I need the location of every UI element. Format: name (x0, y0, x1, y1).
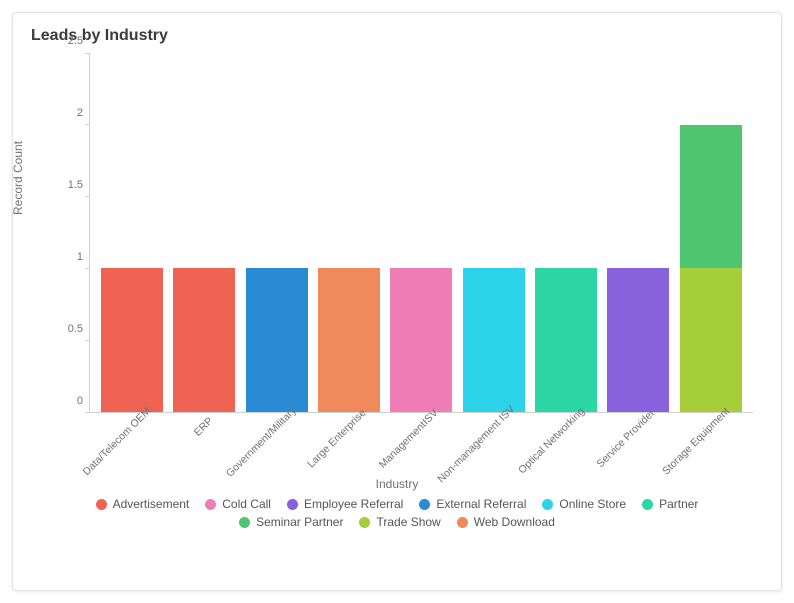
bar-segment[interactable] (463, 268, 525, 412)
legend-swatch-icon (457, 517, 468, 528)
y-tick-label: 1 (77, 251, 83, 263)
y-tick-mark (85, 196, 90, 197)
legend-label: Employee Referral (304, 497, 403, 511)
bar-segment[interactable] (173, 268, 235, 412)
bar-slot (602, 53, 674, 412)
legend-label: Advertisement (113, 497, 190, 511)
bar-segment[interactable] (680, 125, 742, 269)
x-tick: Optical Networking (530, 412, 602, 476)
legend-label: Online Store (559, 497, 626, 511)
legend-item[interactable]: Partner (642, 497, 698, 511)
x-tick: Government/Military (241, 412, 313, 476)
x-tick-label: Data/Telecom OEM (81, 405, 154, 478)
legend-swatch-icon (419, 499, 430, 510)
plot-region: Data/Telecom OEMERPGovernment/MilitaryLa… (89, 53, 753, 413)
legend-label: Trade Show (376, 515, 440, 529)
x-ticks: Data/Telecom OEM ERP Government/MilitaryLa… (90, 412, 753, 476)
x-tick: Data/Telecom OEM (96, 412, 168, 476)
legend-item[interactable]: Trade Show (359, 515, 440, 529)
legend-item[interactable]: Employee Referral (287, 497, 403, 511)
bars-container (90, 53, 753, 412)
bar-segment[interactable] (390, 268, 452, 412)
legend-swatch-icon (642, 499, 653, 510)
y-tick-label: 1.5 (68, 179, 83, 191)
legend-swatch-icon (359, 517, 370, 528)
bar-segment[interactable] (246, 268, 308, 412)
bar[interactable] (607, 268, 669, 412)
bar[interactable] (318, 268, 380, 412)
y-tick-label: 0.5 (68, 323, 83, 335)
y-tick-label: 2.5 (68, 35, 83, 47)
legend-item[interactable]: Web Download (457, 515, 555, 529)
bar-slot (313, 53, 385, 412)
bar-segment[interactable] (535, 268, 597, 412)
bar[interactable] (390, 268, 452, 412)
y-axis-label: Record Count (11, 141, 25, 215)
bar-segment[interactable] (318, 268, 380, 412)
legend-item[interactable]: Cold Call (205, 497, 271, 511)
x-tick-label: Large Enterprise (305, 407, 368, 470)
x-tick: Storage Equipment (675, 412, 747, 476)
y-tick-label: 2 (77, 107, 83, 119)
x-tick-label: ERP (192, 415, 216, 439)
legend-label: Partner (659, 497, 698, 511)
chart-title: Leads by Industry (31, 27, 763, 45)
bar[interactable] (101, 268, 163, 412)
x-tick-label: ManagementISV (377, 407, 441, 471)
legend: Advertisement Cold Call Employee Referral E… (31, 497, 763, 529)
legend-item[interactable]: Seminar Partner (239, 515, 343, 529)
bar[interactable] (463, 268, 525, 412)
bar[interactable] (535, 268, 597, 412)
chart-area: Record Count 00.511.522.5 Data/Telecom O… (31, 53, 763, 493)
bar[interactable] (246, 268, 308, 412)
x-axis-label: Industry (376, 477, 419, 491)
legend-swatch-icon (287, 499, 298, 510)
y-tick-mark (85, 53, 90, 54)
y-tick-label: 0 (77, 395, 83, 407)
chart-card: Leads by Industry Record Count 0 0.5 1 1.5 2… (12, 12, 782, 591)
legend-swatch-icon (239, 517, 250, 528)
legend-swatch-icon (96, 499, 107, 510)
y-tick-mark (85, 268, 90, 269)
bar[interactable] (173, 268, 235, 412)
legend-swatch-icon (542, 499, 553, 510)
legend-swatch-icon (205, 499, 216, 510)
y-tick-mark (85, 340, 90, 341)
x-tick: Large Enterprise (313, 412, 385, 476)
bar-segment[interactable] (680, 268, 742, 412)
bar-segment[interactable] (607, 268, 669, 412)
bar[interactable] (680, 125, 742, 412)
y-tick-mark (85, 412, 90, 413)
bar-segment[interactable] (101, 268, 163, 412)
legend-item[interactable]: Online Store (542, 497, 626, 511)
bar-slot (96, 53, 168, 412)
bar-slot (458, 53, 530, 412)
y-axis: Record Count 00.511.522.5 (31, 53, 89, 413)
legend-label: External Referral (436, 497, 526, 511)
bar-slot (241, 53, 313, 412)
bar-slot (168, 53, 240, 412)
legend-label: Seminar Partner (256, 515, 343, 529)
bar-slot (530, 53, 602, 412)
legend-label: Cold Call (222, 497, 271, 511)
bar-slot (385, 53, 457, 412)
y-tick-mark (85, 124, 90, 125)
legend-item[interactable]: External Referral (419, 497, 526, 511)
x-tick-label: Service Provider (595, 407, 658, 470)
legend-item[interactable]: Advertisement (96, 497, 190, 511)
bar-slot (675, 53, 747, 412)
legend-label: Web Download (474, 515, 555, 529)
